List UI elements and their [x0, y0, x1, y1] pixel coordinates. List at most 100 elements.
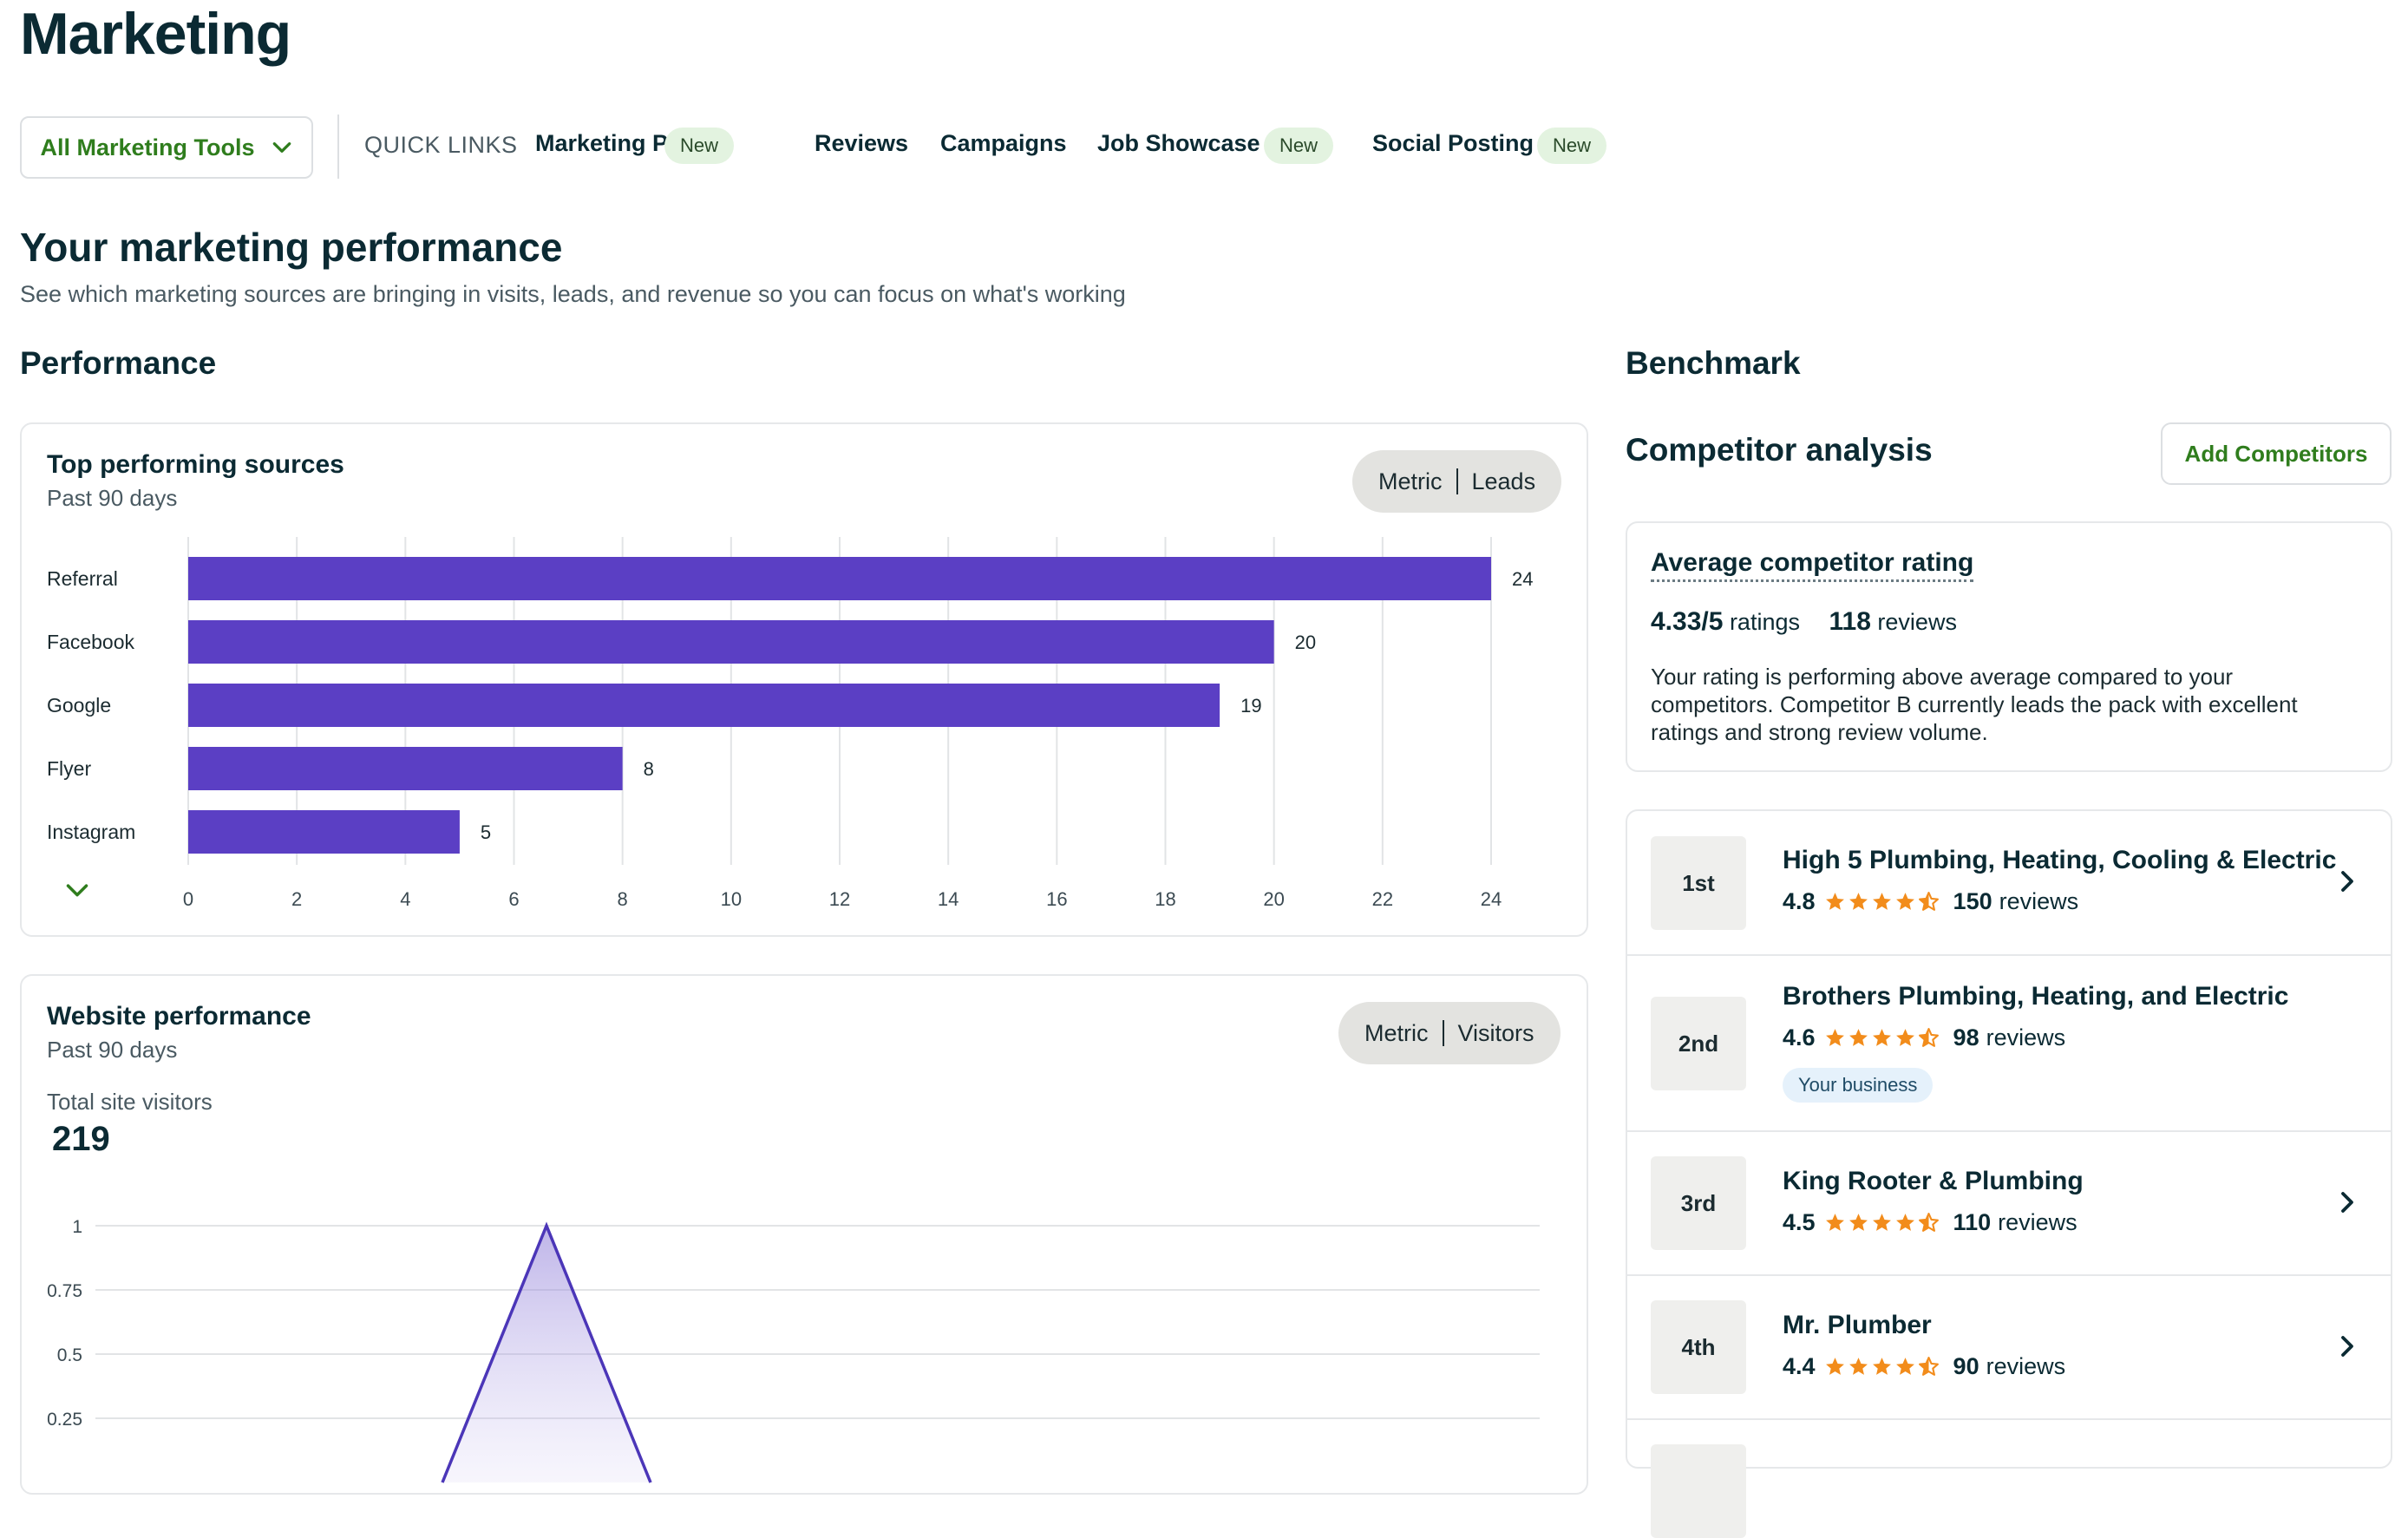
quick-link-campaigns[interactable]: Campaigns: [940, 130, 1067, 156]
rating-score: 4.6: [1783, 1024, 1816, 1050]
category-label: Google: [47, 694, 111, 717]
bar[interactable]: [188, 747, 623, 790]
competitor-row[interactable]: 1st High 5 Plumbing, Heating, Cooling & …: [1627, 811, 2391, 954]
reviews-label: reviews: [1986, 1024, 2066, 1050]
star-icon: [1872, 893, 1891, 910]
chevron-right-icon[interactable]: [2334, 868, 2360, 894]
competitor-rating: 4.4 90 reviews: [1783, 1353, 2065, 1380]
bar[interactable]: [188, 620, 1274, 664]
competitor-row[interactable]: 4th Mr. Plumber 4.4 90 reviews: [1627, 1274, 2391, 1418]
x-tick-label: 22: [1372, 888, 1393, 910]
category-label: Facebook: [47, 631, 135, 653]
star-icon: [1849, 1029, 1868, 1046]
tools-dropdown-label: All Marketing Tools: [40, 134, 255, 160]
metric-toggle[interactable]: Metric Visitors: [1338, 1002, 1561, 1064]
quick-link-social-posting[interactable]: Social Posting: [1372, 130, 1534, 156]
card-period: Past 90 days: [47, 1037, 178, 1063]
star-icon: [1872, 1214, 1891, 1231]
divider: [337, 115, 339, 179]
competitor-name: King Rooter & Plumbing: [1783, 1167, 2084, 1195]
rank-badge: 2nd: [1651, 997, 1746, 1090]
chevron-right-icon[interactable]: [2334, 1333, 2360, 1359]
competitor-ranking-list: [1626, 809, 2392, 1469]
chevron-down-icon[interactable]: [65, 882, 89, 900]
total-visitors-label: Total site visitors: [47, 1089, 213, 1115]
benchmark-section-title: Benchmark: [1626, 345, 1801, 381]
x-tick-label: 4: [400, 888, 410, 910]
rating-score: 4.5: [1783, 1209, 1816, 1235]
review-count: 150: [1953, 888, 1992, 914]
star-icon: [1872, 1029, 1891, 1046]
star-rating: [1824, 891, 1940, 913]
category-label: Instagram: [47, 821, 135, 843]
reviews-label: reviews: [1999, 888, 2079, 914]
competitor-rating: 4.8 150 reviews: [1783, 888, 2078, 915]
toggle-metric-label: Metric: [1378, 468, 1443, 494]
chevron-right-icon[interactable]: [2334, 1189, 2360, 1215]
star-icon: [1825, 893, 1844, 910]
half-star-icon: [1918, 892, 1939, 911]
area-fill: [442, 1226, 651, 1482]
card-title: Top performing sources: [47, 450, 344, 479]
y-tick-label: 0.75: [47, 1281, 82, 1301]
series-line[interactable]: [441, 1221, 652, 1483]
reviews-label: reviews: [1877, 609, 1957, 635]
star-icon: [1895, 1358, 1914, 1375]
data-label: 24: [1512, 568, 1533, 590]
performance-subtitle: See which marketing sources are bringing…: [20, 281, 1126, 307]
half-star-icon: [1918, 1357, 1939, 1376]
review-count: 90: [1953, 1353, 1979, 1379]
y-tick-label: 0.5: [57, 1345, 82, 1365]
x-tick-label: 16: [1046, 888, 1067, 910]
average-rating-description: Your rating is performing above average …: [1651, 664, 2298, 745]
y-tick-label: 0.25: [47, 1410, 82, 1430]
toggle-visitors-option[interactable]: Visitors: [1457, 1019, 1534, 1046]
x-tick-label: 20: [1263, 888, 1284, 910]
add-competitors-button[interactable]: Add Competitors: [2161, 422, 2392, 485]
reviews-label: reviews: [1986, 1353, 2066, 1379]
x-tick-label: 0: [183, 888, 193, 910]
toggle-leads-option[interactable]: Leads: [1471, 468, 1536, 494]
bar[interactable]: [188, 557, 1491, 600]
star-icon: [1849, 1358, 1868, 1375]
total-visitors-value: 219: [52, 1120, 110, 1158]
quick-link-job-showcase[interactable]: Job Showcase: [1097, 130, 1260, 156]
star-icon: [1825, 1214, 1844, 1231]
data-label: 8: [644, 758, 654, 780]
x-tick-label: 10: [721, 888, 742, 910]
star-icon: [1825, 1358, 1844, 1375]
rank-badge: 4th: [1651, 1300, 1746, 1394]
all-marketing-tools-dropdown[interactable]: All Marketing Tools: [20, 116, 313, 179]
data-label: 5: [481, 821, 491, 843]
competitor-row[interactable]: 2nd Brothers Plumbing, Heating, and Elec…: [1627, 954, 2391, 1130]
star-rating: [1824, 1356, 1940, 1378]
star-icon: [1895, 893, 1914, 910]
star-icon: [1825, 1029, 1844, 1046]
competitor-name: High 5 Plumbing, Heating, Cooling & Elec…: [1783, 846, 2337, 874]
star-icon: [1895, 1029, 1914, 1046]
bar[interactable]: [188, 810, 460, 854]
rank-badge: [1651, 1444, 1746, 1538]
star-icon: [1872, 1358, 1891, 1375]
ratings-label: ratings: [1729, 609, 1800, 635]
star-icon: [1895, 1214, 1914, 1231]
data-label: 20: [1295, 632, 1316, 653]
average-rating-title[interactable]: Average competitor rating: [1651, 548, 1974, 582]
data-label: 19: [1240, 695, 1261, 717]
review-count: 98: [1953, 1024, 1979, 1050]
metric-toggle[interactable]: Metric Leads: [1352, 450, 1562, 513]
review-count: 110: [1953, 1209, 1992, 1235]
top-sources-card: Top performing sources Past 90 days Metr…: [20, 422, 1588, 937]
star-icon: [1849, 1214, 1868, 1231]
bar[interactable]: [188, 684, 1220, 727]
toggle-metric-label: Metric: [1364, 1019, 1429, 1046]
average-rating-value: 4.33/5: [1651, 607, 1724, 636]
performance-section-title: Performance: [20, 345, 217, 381]
rank-badge: 1st: [1651, 836, 1746, 930]
half-star-icon: [1918, 1028, 1939, 1047]
competitor-row[interactable]: 3rd King Rooter & Plumbing 4.5 110 revie…: [1627, 1130, 2391, 1274]
x-tick-label: 14: [938, 888, 959, 910]
competitor-row[interactable]: [1627, 1418, 2391, 1538]
quick-link-reviews[interactable]: Reviews: [815, 130, 909, 156]
